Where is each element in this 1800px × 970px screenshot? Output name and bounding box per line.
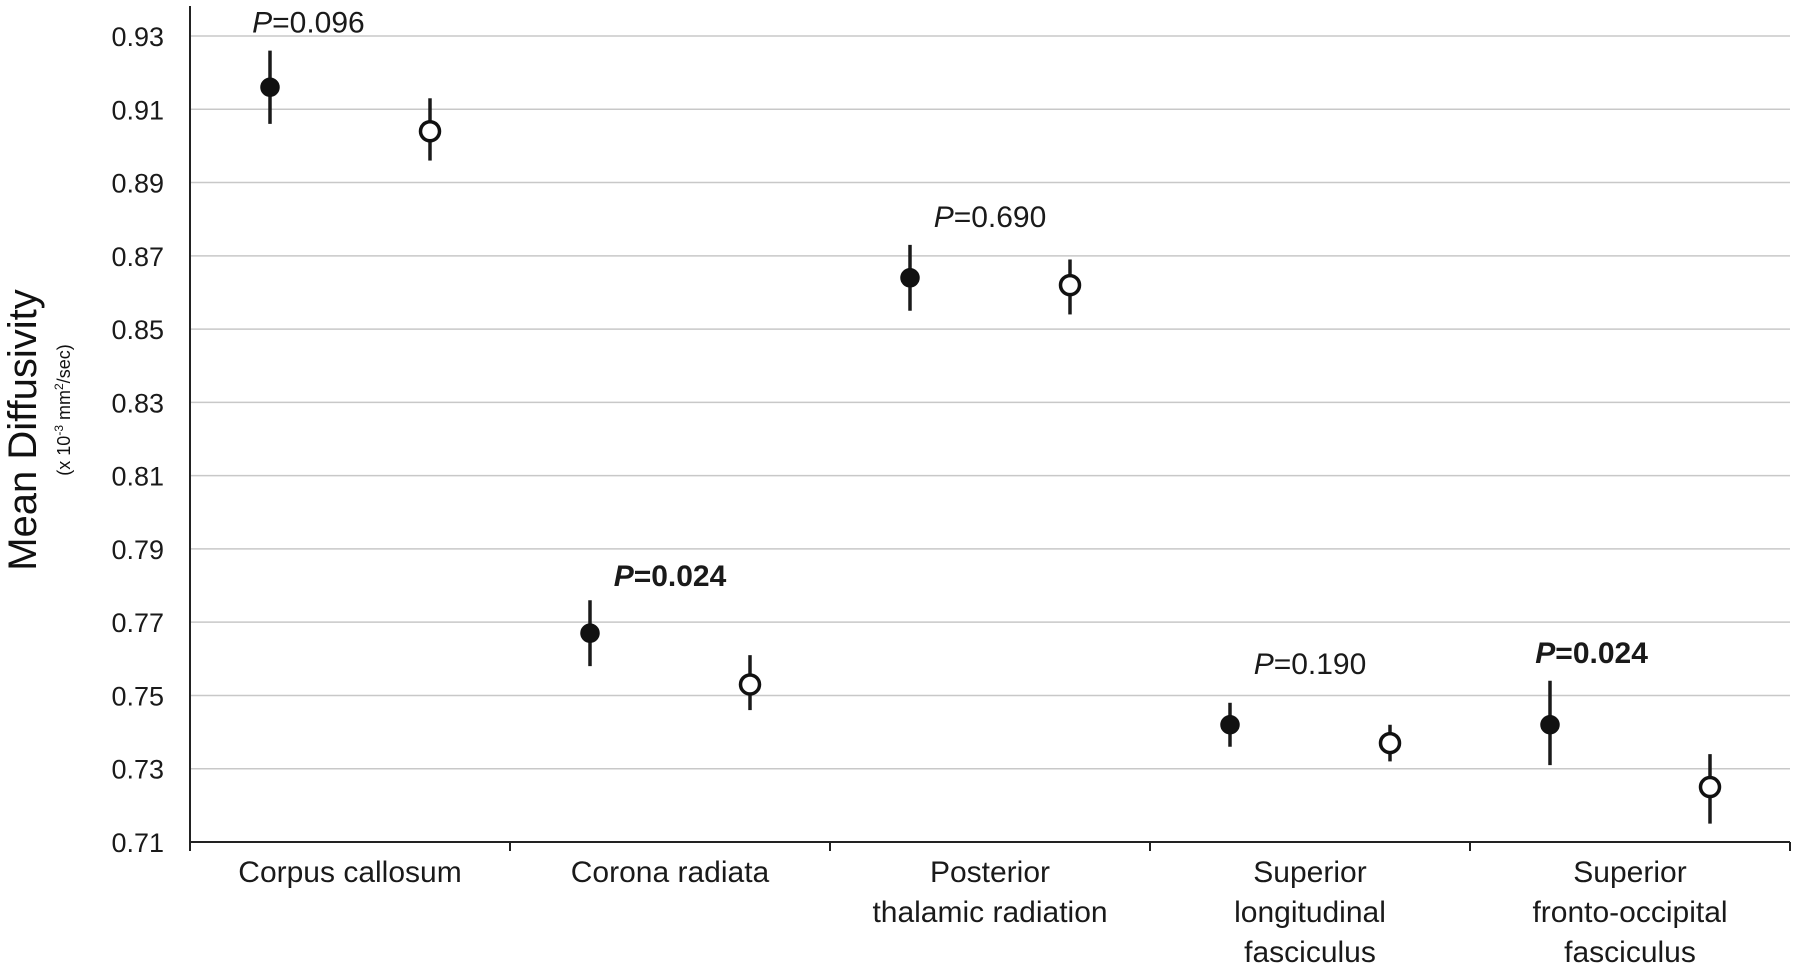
data-point-open (1698, 775, 1722, 799)
y-tick-label: 0.81 (111, 462, 164, 492)
category-label-line: longitudinal (1234, 896, 1386, 929)
y-tick-label: 0.71 (111, 828, 164, 858)
p-value: =0.096 (272, 7, 365, 40)
axes (189, 6, 1791, 851)
category-label: Superior longitudinal fasciculus (1234, 856, 1386, 969)
y-tick-label: 0.89 (111, 169, 164, 199)
y-axis-unit: (x 10-3 mm2/sec) (52, 344, 74, 475)
data-point-open (1058, 273, 1082, 297)
y-tick-label: 0.93 (111, 22, 164, 52)
p-symbol: P (252, 7, 272, 40)
category-label-line: Superior (1573, 856, 1686, 889)
category-label: Posterior thalamic radiation (872, 856, 1107, 929)
data-points (260, 50, 1722, 824)
p-value-annotation: P=0.024 (1535, 637, 1648, 670)
p-value: =0.190 (1274, 648, 1367, 681)
y-unit-middle: mm (54, 390, 74, 425)
y-tick-label: 0.79 (111, 535, 164, 565)
p-value: =0.024 (634, 560, 727, 593)
y-tick-label: 0.77 (111, 608, 164, 638)
p-value: =0.690 (954, 201, 1047, 234)
p-symbol: P (934, 201, 954, 234)
y-unit-exp2: 2 (52, 383, 66, 390)
y-tick-label: 0.75 (111, 681, 164, 711)
p-value-annotation: P=0.190 (1254, 648, 1367, 681)
data-point-filled (1220, 715, 1240, 735)
y-unit-suffix: /sec) (54, 344, 74, 383)
y-tick-labels: 0.71 0.73 0.75 0.77 0.79 0.81 0.83 0.85 0.87 0.89… (111, 22, 164, 858)
p-value-annotation: P=0.024 (614, 560, 727, 593)
data-point-open (738, 673, 762, 696)
category-label: Corpus callosum (238, 856, 461, 889)
y-tick-label: 0.91 (111, 95, 164, 125)
category-labels: Corpus callosum Corona radiata Posterior th… (238, 856, 1727, 969)
category-label: Superior fronto-occipital fasciculus (1532, 856, 1727, 969)
y-unit-prefix: (x 10 (54, 436, 74, 476)
category-label: Corona radiata (571, 856, 770, 889)
category-label-line: Posterior (930, 856, 1050, 889)
p-value-annotation: P=0.096 (252, 7, 365, 40)
y-tick-label: 0.87 (111, 242, 164, 272)
category-label-line: fasciculus (1564, 936, 1696, 969)
y-axis-label: Mean Diffusivity (1, 289, 45, 571)
category-label-line: Corona radiata (571, 856, 770, 889)
p-symbol: P (1254, 648, 1274, 681)
p-symbol: P (1535, 637, 1556, 670)
data-point-open (1378, 731, 1402, 755)
category-label-line: Corpus callosum (238, 856, 461, 889)
p-value-annotation: P=0.690 (934, 201, 1047, 234)
category-label-line: fasciculus (1244, 936, 1376, 969)
y-unit-exp1: -3 (52, 425, 66, 436)
data-point-filled (260, 77, 280, 98)
y-tick-label: 0.83 (111, 388, 164, 418)
data-point-open (418, 120, 442, 143)
data-point-filled (580, 623, 600, 643)
category-label-line: thalamic radiation (872, 896, 1107, 929)
category-label-line: Superior (1253, 856, 1366, 889)
y-tick-label: 0.85 (111, 315, 164, 345)
category-label-line: fronto-occipital (1532, 896, 1727, 929)
y-tick-label: 0.73 (111, 755, 164, 785)
p-value: =0.024 (1555, 637, 1648, 670)
data-point-filled (900, 268, 920, 288)
p-symbol: P (614, 560, 635, 593)
data-point-filled (1540, 715, 1560, 735)
grid-lines (190, 35, 1790, 770)
